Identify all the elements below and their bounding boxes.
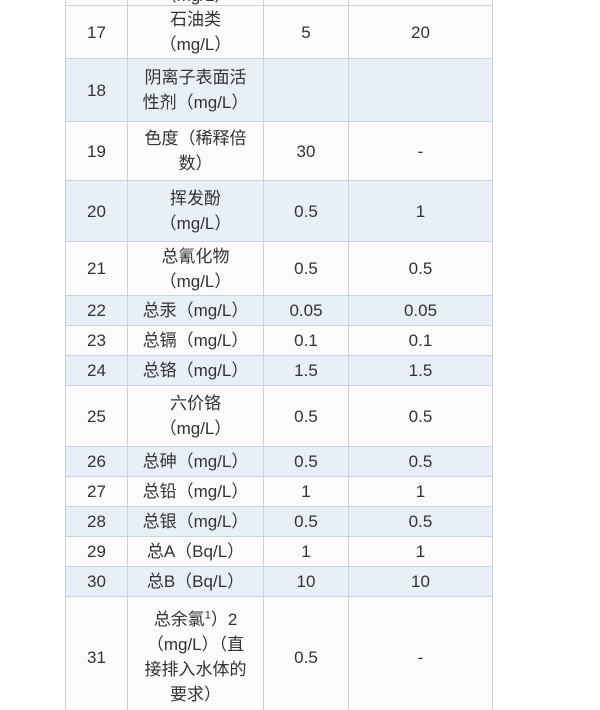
row-number-cell: 24 (65, 355, 128, 386)
limit-value-cell: 0.5 (348, 385, 493, 447)
table-row: 18 阴离子表面活 性剂（mg/L） (65, 58, 493, 122)
row-number-cell: 30 (65, 566, 128, 597)
limit-value-cell: 20 (348, 5, 493, 59)
limit-value-cell: 10 (348, 566, 493, 597)
limit-value-cell (263, 58, 349, 122)
row-number-cell (65, 0, 128, 6)
limit-value-cell: - (348, 596, 493, 710)
pollutant-name-cell: 总余氯1）2 （mg/L）（直 接排入水体的 要求） (127, 596, 264, 710)
pollutant-name-cell: 总铅（mg/L） (127, 476, 264, 507)
pollutant-name-cell: 六价铬 （mg/L） (127, 385, 264, 447)
pollutant-name-cell: 总氰化物 （mg/L） (127, 241, 264, 296)
row-number-cell: 19 (65, 121, 128, 181)
pollutant-name-cell: 色度（稀释倍 数） (127, 121, 264, 181)
pollutant-name-cell: 总B（Bq/L） (127, 566, 264, 597)
limit-value-cell: 0.5 (263, 385, 349, 447)
limit-value-cell: 0.5 (263, 506, 349, 537)
table-row-partial-top: （mg/L） (65, 0, 493, 6)
limit-value-cell: 1 (263, 476, 349, 507)
pollutant-name-cell: 总汞（mg/L） (127, 295, 264, 326)
pollutant-name-cell: 阴离子表面活 性剂（mg/L） (127, 58, 264, 122)
standards-table: （mg/L） 17 石油类 （mg/L） 5 20 18 阴离子表面活 性剂（m… (65, 0, 493, 710)
row-number-cell: 17 (65, 5, 128, 59)
table-row: 22 总汞（mg/L） 0.05 0.05 (65, 295, 493, 326)
limit-value-cell: 0.05 (348, 295, 493, 326)
row-number-cell: 25 (65, 385, 128, 447)
pollutant-name-cell: 石油类 （mg/L） (127, 5, 264, 59)
limit-value-cell: 5 (263, 5, 349, 59)
limit-value-cell: 1.5 (263, 355, 349, 386)
row-number-cell: 23 (65, 325, 128, 356)
limit-value-cell: - (348, 121, 493, 181)
row-number-cell: 18 (65, 58, 128, 122)
limit-value-cell (263, 0, 349, 6)
limit-value-cell: 0.5 (263, 241, 349, 296)
table-row: 30 总B（Bq/L） 10 10 (65, 566, 493, 597)
limit-value-cell: 0.1 (348, 325, 493, 356)
table-row: 27 总铅（mg/L） 1 1 (65, 476, 493, 507)
pollutant-name-cell: 总A（Bq/L） (127, 536, 264, 567)
table-row: 17 石油类 （mg/L） 5 20 (65, 5, 493, 59)
footnote-superscript: 1 (204, 609, 211, 622)
table-row: 21 总氰化物 （mg/L） 0.5 0.5 (65, 241, 493, 296)
pollutant-name-cell: 总银（mg/L） (127, 506, 264, 537)
limit-value-cell: 10 (263, 566, 349, 597)
row-number-cell: 28 (65, 506, 128, 537)
limit-value-cell (348, 0, 493, 6)
table-row: 28 总银（mg/L） 0.5 0.5 (65, 506, 493, 537)
limit-value-cell: 0.1 (263, 325, 349, 356)
clipped-text: （mg/L） (129, 0, 263, 5)
limit-value-cell: 1.5 (348, 355, 493, 386)
limit-value-cell (348, 58, 493, 122)
limit-value-cell: 1 (348, 476, 493, 507)
row-number-cell: 21 (65, 241, 128, 296)
row-number-cell: 29 (65, 536, 128, 567)
limit-value-cell: 0.5 (263, 180, 349, 242)
limit-value-cell: 0.5 (263, 446, 349, 477)
table-row: 19 色度（稀释倍 数） 30 - (65, 121, 493, 181)
limit-value-cell: 30 (263, 121, 349, 181)
table-row: 31 总余氯1）2 （mg/L）（直 接排入水体的 要求） 0.5 - (65, 596, 493, 710)
limit-value-cell: 0.5 (348, 446, 493, 477)
pollutant-name-part: ）2 （mg/L）（直 接排入水体的 要求） (144, 610, 247, 704)
row-number-cell: 27 (65, 476, 128, 507)
table-row: 26 总砷（mg/L） 0.5 0.5 (65, 446, 493, 477)
row-number-cell: 26 (65, 446, 128, 477)
pollutant-name-cell: 总砷（mg/L） (127, 446, 264, 477)
pollutant-name-cell: 挥发酚 （mg/L） (127, 180, 264, 242)
row-number-cell: 31 (65, 596, 128, 710)
pollutant-name-cell: 总镉（mg/L） (127, 325, 264, 356)
table-row: 20 挥发酚 （mg/L） 0.5 1 (65, 180, 493, 242)
limit-value-cell: 0.5 (263, 596, 349, 710)
pollutant-name-part: 总余氯 (153, 610, 205, 629)
table-row: 23 总镉（mg/L） 0.1 0.1 (65, 325, 493, 356)
limit-value-cell: 0.5 (348, 241, 493, 296)
pollutant-name-cell: 总铬（mg/L） (127, 355, 264, 386)
limit-value-cell: 0.05 (263, 295, 349, 326)
row-number-cell: 22 (65, 295, 128, 326)
table-row: 24 总铬（mg/L） 1.5 1.5 (65, 355, 493, 386)
row-number-cell: 20 (65, 180, 128, 242)
limit-value-cell: 1 (348, 180, 493, 242)
limit-value-cell: 0.5 (348, 506, 493, 537)
limit-value-cell: 1 (348, 536, 493, 567)
table-row: 25 六价铬 （mg/L） 0.5 0.5 (65, 385, 493, 447)
limit-value-cell: 1 (263, 536, 349, 567)
pollutant-name-cell: （mg/L） (127, 0, 264, 6)
table-row: 29 总A（Bq/L） 1 1 (65, 536, 493, 567)
